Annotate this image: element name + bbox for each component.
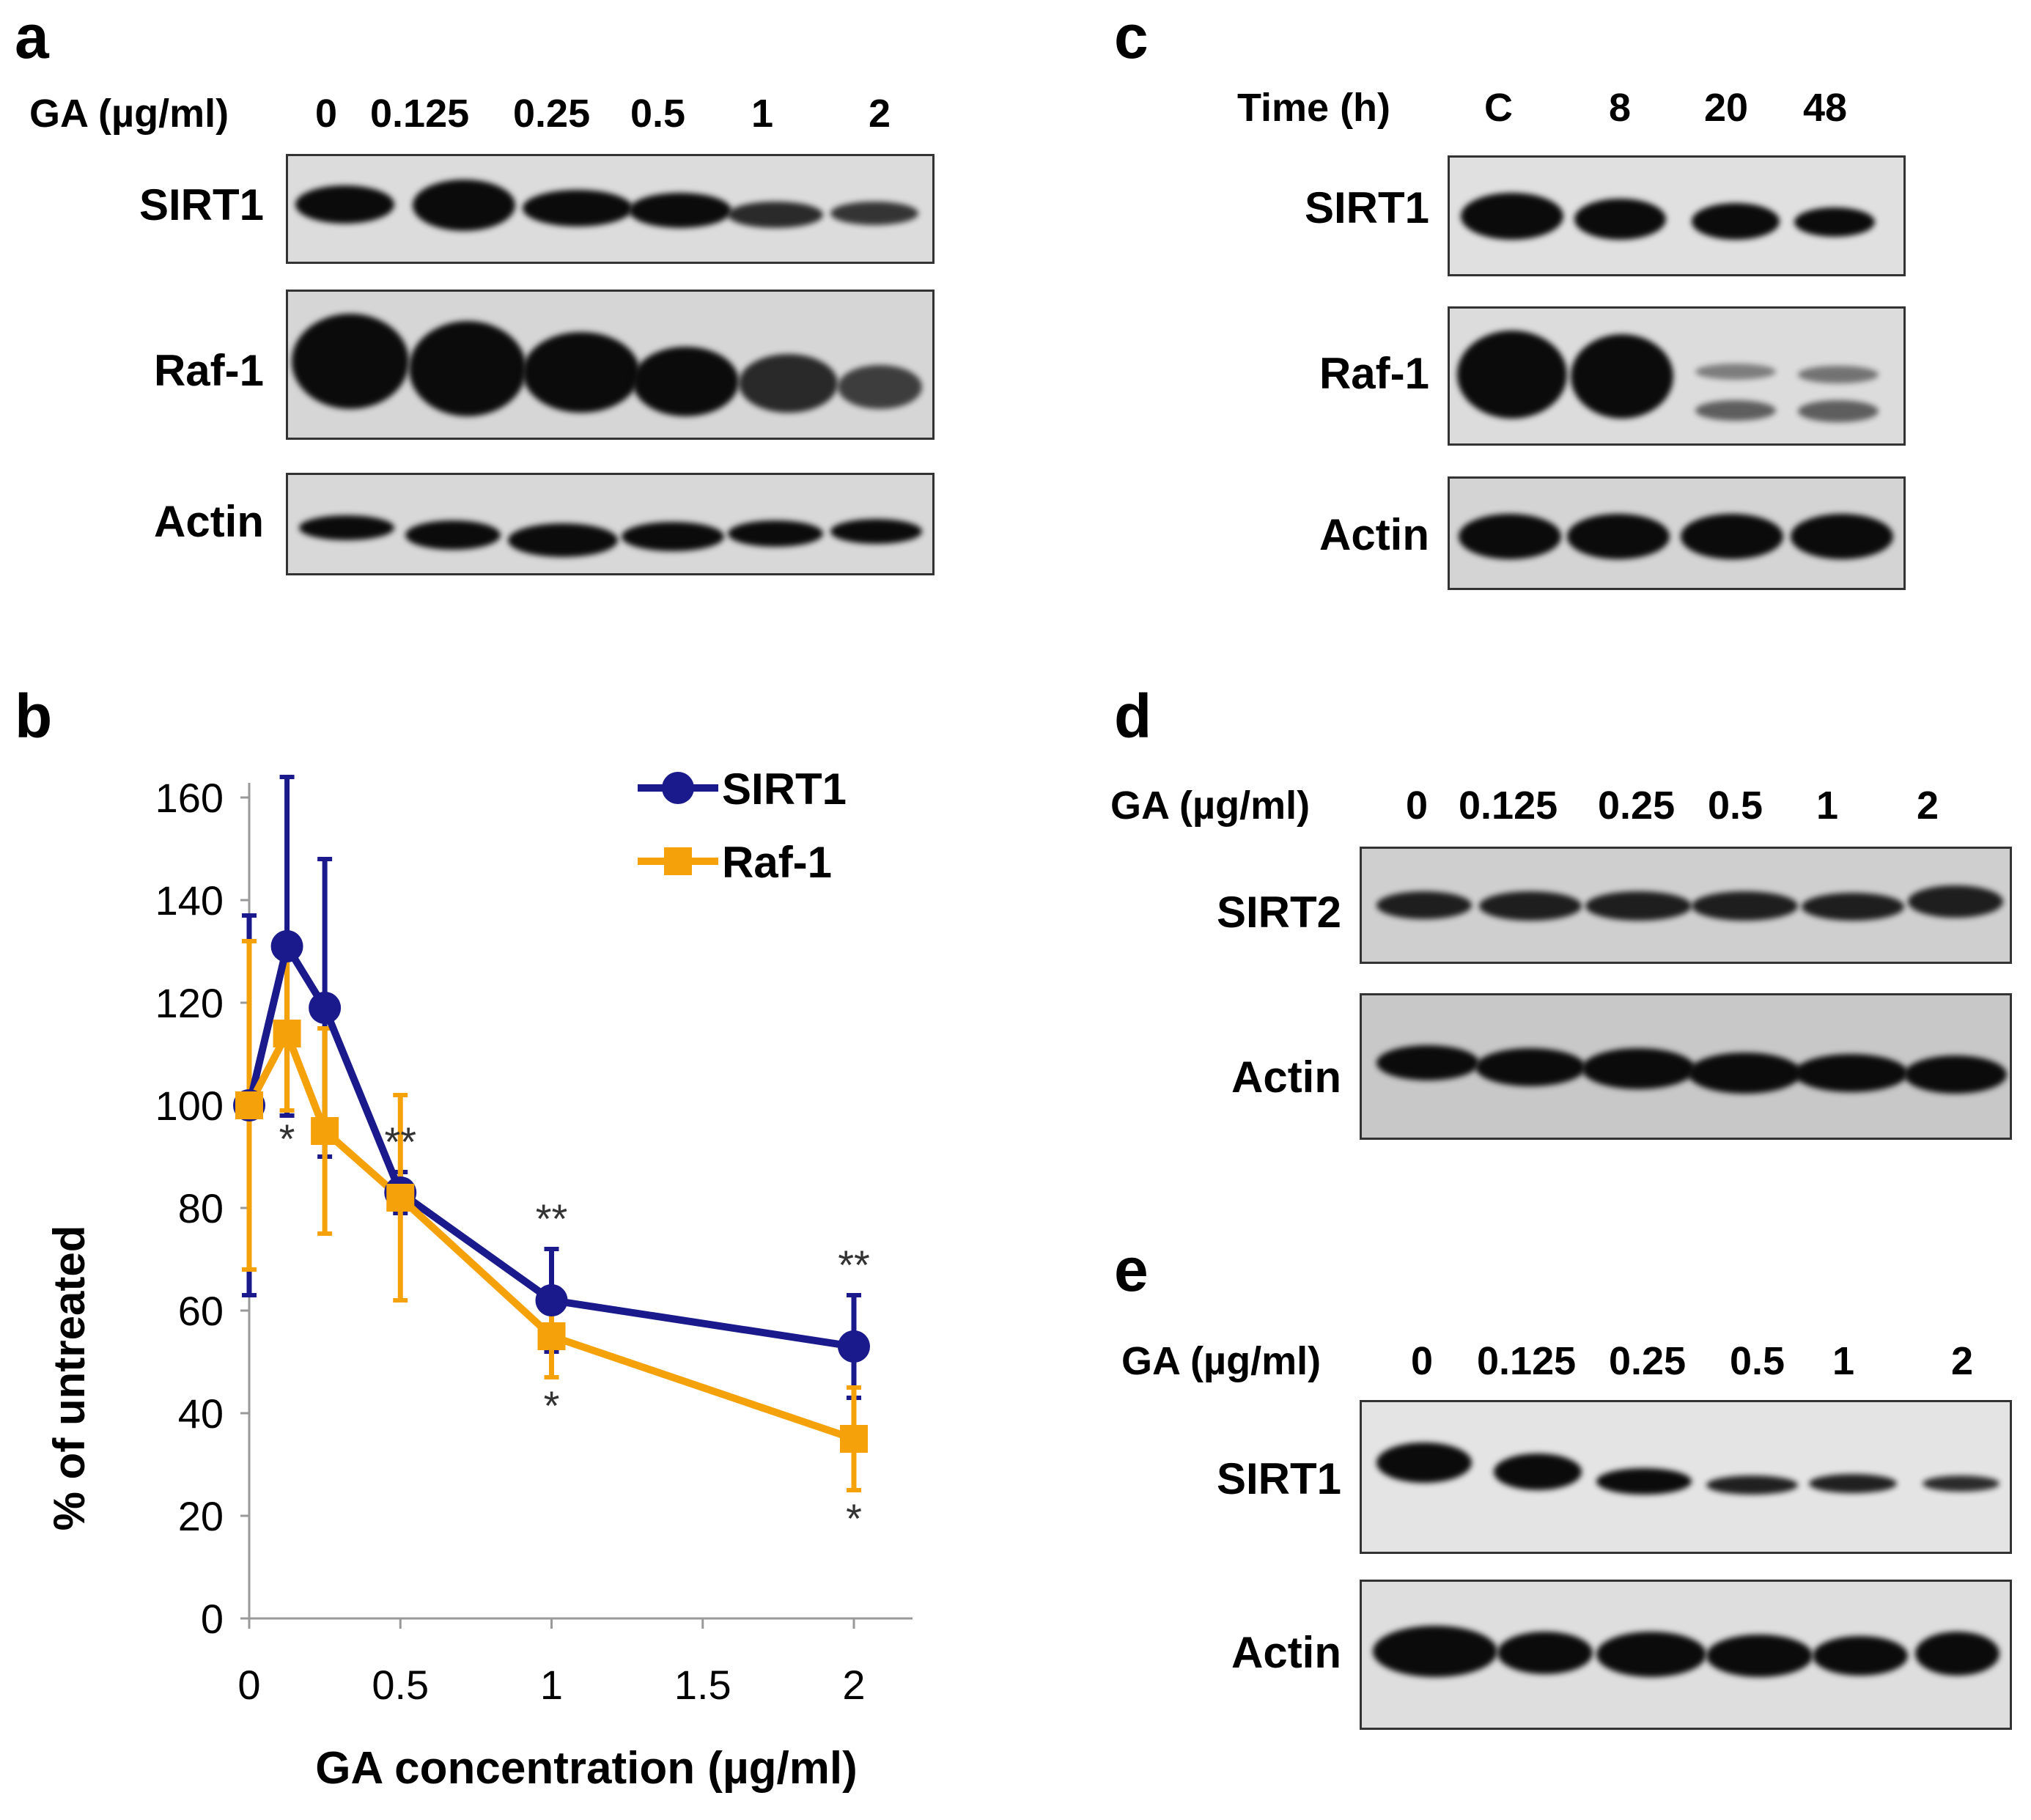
legend-marker (662, 772, 694, 804)
panel-a-blot-sirt1 (286, 154, 935, 264)
y-tick-label: 80 (178, 1185, 224, 1231)
y-tick-label: 140 (155, 877, 224, 924)
data-point-raf-1 (273, 1020, 301, 1047)
data-point-raf-1 (386, 1184, 415, 1212)
panel-a-row-label: Raf-1 (153, 346, 264, 395)
panel-d-label: d (1114, 682, 1152, 751)
y-tick-label: 160 (155, 775, 224, 821)
panel-a-lane-label: 0.125 (370, 92, 470, 136)
panel-c-blot-actin (1448, 476, 1906, 590)
data-point-raf-1 (840, 1425, 868, 1453)
legend-label-raf-1: Raf-1 (722, 838, 832, 887)
data-point-sirt1 (309, 992, 342, 1024)
y-tick-label: 20 (178, 1493, 224, 1539)
significance-marker: * (846, 1495, 862, 1541)
panel-d-row-label: Actin (1231, 1053, 1341, 1102)
panel-c-blot-sirt1 (1448, 155, 1906, 276)
panel-a-lane-label: 0.5 (630, 92, 686, 136)
y-axis-label: % of untreated (45, 1226, 94, 1531)
x-tick-label: 1.5 (674, 1662, 731, 1708)
panel-e-lane-label: 0 (1411, 1339, 1434, 1383)
data-point-raf-1 (311, 1117, 339, 1145)
significance-marker: * (279, 1116, 295, 1162)
panel-d-lane-label: 0.5 (1708, 784, 1763, 828)
panel-e-row-label: Actin (1231, 1628, 1341, 1677)
panel-e-blot-sirt1 (1360, 1400, 2012, 1554)
x-tick-label: 2 (842, 1662, 865, 1708)
panel-e-lane-label: 0.125 (1477, 1339, 1577, 1383)
x-tick-label: 1 (540, 1662, 563, 1708)
panel-d-blot-actin (1360, 993, 2012, 1140)
panel-a-lane-label: 1 (751, 92, 774, 136)
x-axis-label: GA concentration (µg/ml) (315, 1743, 858, 1794)
panel-c-lane-label: 20 (1704, 86, 1749, 130)
data-point-raf-1 (235, 1091, 263, 1119)
panel-e-header-label: GA (µg/ml) (1121, 1339, 1322, 1383)
y-tick-label: 100 (155, 1083, 224, 1129)
legend-marker (664, 847, 692, 875)
panel-a-blot-raf1 (286, 290, 935, 440)
data-point-sirt1 (535, 1284, 568, 1316)
panel-c-row-label: Raf-1 (1319, 349, 1429, 398)
panel-c-lane-label: C (1484, 86, 1513, 130)
panel-a-lane-label: 2 (869, 92, 891, 136)
significance-marker: ** (384, 1119, 416, 1165)
panel-e-lane-label: 0.5 (1730, 1339, 1785, 1383)
panel-c-lane-label: 8 (1609, 86, 1632, 130)
panel-c-row-label: SIRT1 (1304, 183, 1429, 232)
panel-c-blot-raf1 (1448, 306, 1906, 446)
panel-a-blot-actin (286, 473, 935, 575)
panel-c-label: c (1114, 2, 1149, 71)
significance-marker: ** (536, 1195, 568, 1242)
panel-a-row-label: Actin (154, 497, 264, 546)
y-tick-label: 0 (201, 1596, 224, 1642)
series-line-sirt1 (246, 943, 855, 1350)
y-tick-label: 120 (155, 980, 224, 1026)
panel-e-lane-label: 2 (1951, 1339, 1974, 1383)
panel-e-lane-label: 0.25 (1609, 1339, 1687, 1383)
panel-d-row-label: SIRT2 (1216, 888, 1341, 937)
panel-d-lane-label: 0.125 (1459, 784, 1558, 828)
panel-d-lane-label: 1 (1816, 784, 1839, 828)
panel-d-header-label: GA (µg/ml) (1110, 784, 1311, 828)
panel-b-label: b (15, 682, 53, 751)
x-tick-label: 0 (237, 1662, 260, 1708)
panel-d-lane-label: 0.25 (1598, 784, 1676, 828)
panel-c-lane-label: 48 (1803, 86, 1848, 130)
data-point-sirt1 (838, 1330, 870, 1363)
x-tick-label: 0.5 (372, 1662, 429, 1708)
panel-a-row-label: SIRT1 (139, 180, 264, 229)
panel-e-row-label: SIRT1 (1216, 1454, 1341, 1503)
y-tick-label: 60 (178, 1288, 224, 1334)
panel-a-header-label: GA (µg/ml) (29, 92, 229, 136)
panel-d-blot-sirt2 (1360, 847, 2012, 964)
panel-a-lane-label: 0.25 (513, 92, 591, 136)
significance-marker: * (544, 1382, 560, 1429)
panel-a-lane-label: 0 (315, 92, 338, 136)
significance-marker: ** (838, 1242, 870, 1288)
panel-c-header-label: Time (h) (1237, 86, 1391, 130)
y-tick-label: 40 (178, 1390, 224, 1437)
data-point-raf-1 (537, 1322, 566, 1350)
panel-c-row-label: Actin (1319, 510, 1429, 559)
panel-e-label: e (1114, 1235, 1149, 1304)
panel-d-lane-label: 0 (1406, 784, 1429, 828)
legend-label-sirt1: SIRT1 (722, 765, 847, 814)
panel-d-lane-label: 2 (1917, 784, 1939, 828)
panel-e-blot-actin (1360, 1580, 2012, 1730)
panel-a-label: a (15, 2, 49, 71)
data-point-sirt1 (270, 930, 303, 962)
panel-e-lane-label: 1 (1832, 1339, 1855, 1383)
